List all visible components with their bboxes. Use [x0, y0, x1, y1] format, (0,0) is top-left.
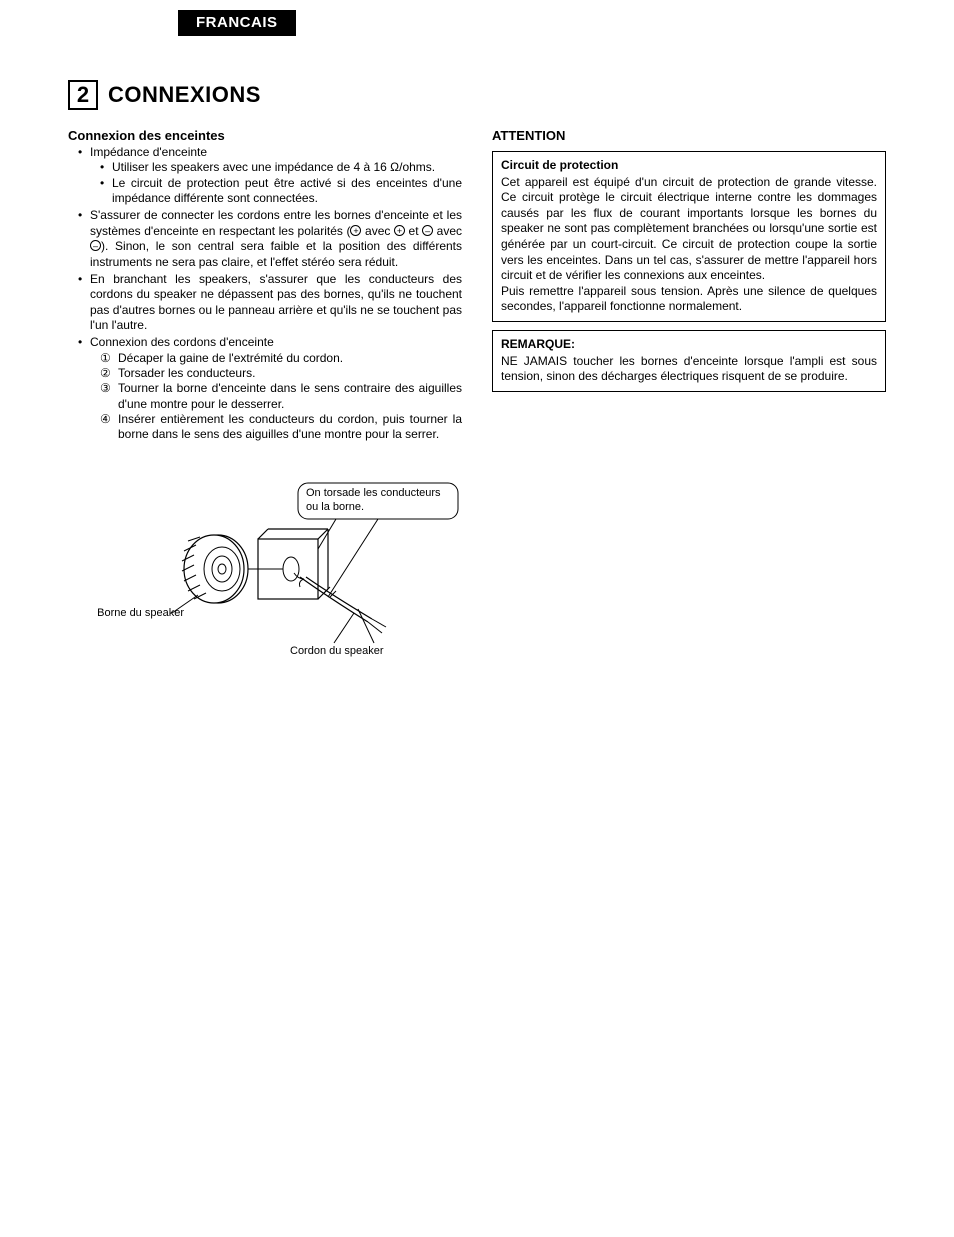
diagram-label-cord: Cordon du speaker [290, 645, 430, 657]
speaker-terminal-diagram: On torsade les conducteurs ou la borne. [68, 477, 462, 670]
minus-icon: – [90, 240, 101, 251]
protection-box-p1: Cet appareil est équipé d'un circuit de … [501, 175, 877, 284]
section-title-text: CONNEXIONS [108, 82, 261, 108]
bullet-impedance: Impédance d'enceinte Utiliser les speake… [80, 145, 462, 206]
bullet-connecting-text: Connexion des cordons d'enceinte [90, 335, 274, 349]
bullet-branching: En branchant les speakers, s'assurer que… [80, 272, 462, 333]
step-2: Torsader les conducteurs. [102, 366, 462, 381]
diagram-callout: On torsade les conducteurs ou la borne. [306, 487, 452, 515]
plus-icon: + [350, 225, 361, 236]
language-tab: FRANCAIS [178, 10, 296, 36]
bullet-polarity-c: et [405, 224, 422, 238]
diagram-label-terminal: Borne du speaker [74, 607, 184, 619]
bullet-polarity: S'assurer de connecter les cordons entre… [80, 208, 462, 269]
protection-box-p2: Puis remettre l'appareil sous tension. A… [501, 284, 877, 315]
attention-heading: ATTENTION [492, 128, 886, 143]
protection-circuit-box: Circuit de protection Cet appareil est é… [492, 151, 886, 322]
remark-box-title: REMARQUE: [501, 337, 877, 353]
bullet-connecting: Connexion des cordons d'enceinte Décaper… [80, 335, 462, 443]
right-column: ATTENTION Circuit de protection Cet appa… [492, 128, 886, 670]
bullet-impedance-sub2: Le circuit de protection peut être activ… [102, 176, 462, 207]
left-subhead: Connexion des enceintes [68, 128, 462, 143]
bullet-polarity-b: avec [361, 224, 393, 238]
step-4: Insérer entièrement les conducteurs du c… [102, 412, 462, 443]
minus-icon: – [422, 225, 433, 236]
step-3: Tourner la borne d'enceinte dans le sens… [102, 381, 462, 412]
section-heading: 2 CONNEXIONS [68, 80, 886, 110]
section-number: 2 [68, 80, 98, 110]
step-1: Décaper la gaine de l'extrémité du cordo… [102, 351, 462, 366]
plus-icon: + [394, 225, 405, 236]
remark-box-text: NE JAMAIS toucher les bornes d'enceinte … [501, 354, 877, 385]
bullet-impedance-sub1: Utiliser les speakers avec une impédance… [102, 160, 462, 175]
bullet-polarity-e: ). Sinon, le son central sera faible et … [90, 239, 462, 268]
terminal-svg: On torsade les conducteurs ou la borne. [68, 477, 468, 667]
left-column: Connexion des enceintes Impédance d'ence… [68, 128, 462, 670]
bullet-impedance-text: Impédance d'enceinte [90, 145, 207, 159]
protection-box-title: Circuit de protection [501, 158, 877, 174]
bullet-polarity-d: avec [433, 224, 462, 238]
remark-box: REMARQUE: NE JAMAIS toucher les bornes d… [492, 330, 886, 392]
